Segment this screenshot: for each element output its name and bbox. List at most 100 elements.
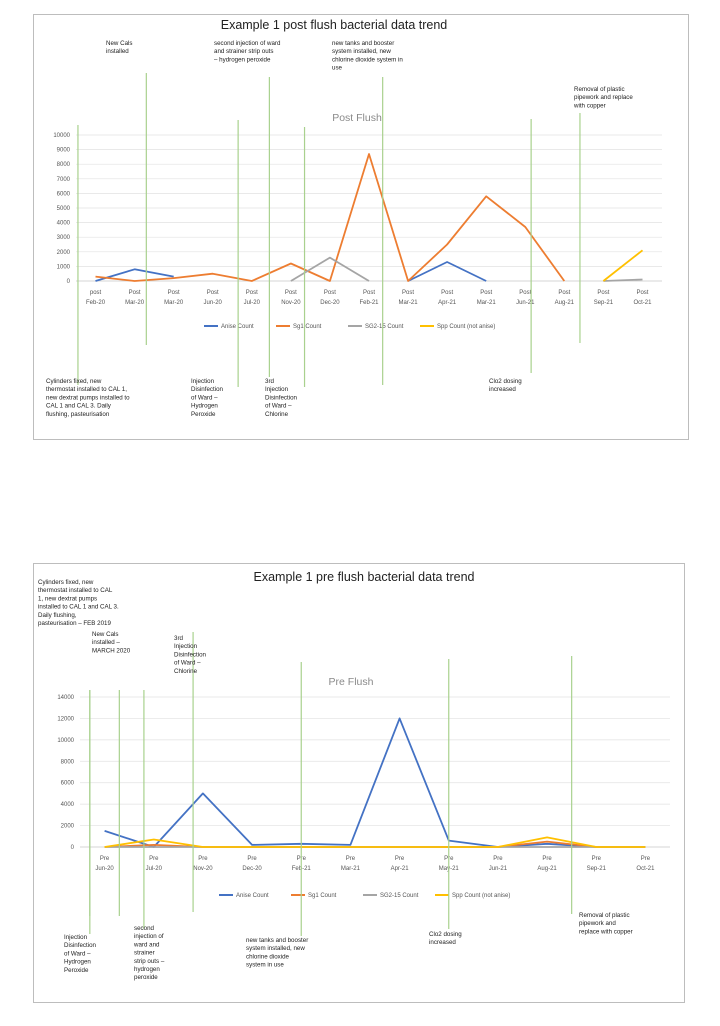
- x-tick-label: Post: [519, 290, 531, 296]
- chart-title: Example 1 pre flush bacterial data trend: [254, 570, 475, 584]
- annotation-text: Injection Disinfection of Ward – Hydrogen Pe…: [191, 378, 224, 418]
- annotation-text: Cylinders fixed, new thermostat installed…: [38, 579, 119, 627]
- annotation-text: new tanks and booster system installed, n…: [332, 40, 403, 72]
- y-tick-label: 9000: [57, 148, 71, 154]
- x-tick-label: Jun-20: [95, 866, 114, 872]
- legend-label: SG2-15 Count: [365, 324, 404, 330]
- x-tick-label: Jun-20: [204, 300, 223, 306]
- series-line-3: [104, 836, 646, 848]
- annotation-text: New Cals installed: [106, 40, 132, 55]
- y-tick-label: 4000: [61, 802, 75, 808]
- x-tick-label: Jun-21: [516, 300, 535, 306]
- x-tick-label: Feb-21: [359, 300, 379, 306]
- y-tick-label: 6000: [61, 781, 75, 787]
- x-tick-label: Dec-20: [242, 866, 262, 872]
- y-tick-label: 12000: [57, 716, 74, 722]
- x-tick-label: Pre: [247, 856, 257, 862]
- x-tick-label: Post: [402, 290, 414, 296]
- y-tick-label: 6000: [57, 191, 71, 197]
- x-tick-label: Sep-21: [587, 866, 607, 872]
- annotation-text: new tanks and booster system installed, n…: [246, 937, 308, 969]
- x-tick-label: Aug-21: [555, 300, 575, 306]
- post-flush-chart-panel: Example 1 post flush bacterial data tren…: [33, 14, 689, 440]
- x-tick-label: Post: [558, 290, 570, 296]
- y-tick-label: 2000: [57, 250, 71, 256]
- x-tick-label: Jun-21: [489, 866, 508, 872]
- chart-title: Example 1 post flush bacterial data tren…: [221, 18, 448, 32]
- x-tick-label: Nov-20: [281, 300, 301, 306]
- annotation-text: New Cals installed – MARCH 2020: [92, 631, 131, 654]
- y-tick-label: 10000: [57, 738, 74, 744]
- x-tick-label: Pre: [346, 856, 356, 862]
- x-tick-label: Post: [129, 290, 141, 296]
- legend-label: Sg1 Count: [293, 324, 322, 330]
- series-line-0: [104, 717, 646, 848]
- series-line-0: [407, 261, 487, 282]
- x-tick-label: Post: [207, 290, 219, 296]
- x-tick-label: Post: [597, 290, 609, 296]
- x-tick-label: Mar-21: [399, 300, 419, 306]
- chart-subtitle: Pre Flush: [329, 676, 374, 688]
- x-tick-label: Mar-21: [477, 300, 497, 306]
- x-tick-label: Pre: [493, 856, 503, 862]
- y-tick-label: 0: [67, 279, 71, 285]
- x-tick-label: Aug-21: [537, 866, 557, 872]
- legend-label: Anise Count: [236, 893, 269, 899]
- x-tick-label: Post: [636, 290, 648, 296]
- y-tick-label: 5000: [57, 206, 71, 212]
- y-tick-label: 8000: [57, 162, 71, 168]
- pre-flush-chart-panel: Example 1 pre flush bacterial data trend…: [33, 563, 685, 1003]
- x-tick-label: Pre: [198, 856, 208, 862]
- x-tick-label: Apr-21: [391, 866, 410, 872]
- annotation-text: Cylinders fixed, new thermostat installed…: [46, 378, 130, 418]
- y-tick-label: 1000: [57, 264, 71, 270]
- annotation-text: Removal of plastic pipework and replace wi…: [573, 86, 633, 109]
- series-line-2: [603, 278, 643, 282]
- annotation-text: Injection Disinfection of Ward – Hydrogen Pe…: [64, 934, 97, 974]
- x-tick-label: Oct-21: [636, 866, 655, 872]
- pre-flush-chart: Example 1 pre flush bacterial data trend…: [38, 570, 670, 981]
- y-tick-label: 2000: [61, 824, 75, 830]
- y-tick-label: 7000: [57, 177, 71, 183]
- x-tick-label: Post: [285, 290, 297, 296]
- x-tick-label: Feb-20: [86, 300, 106, 306]
- x-tick-label: Mar-21: [341, 866, 361, 872]
- x-tick-label: Post: [246, 290, 258, 296]
- legend-label: Sg1 Count: [308, 893, 337, 899]
- series-line-2: [290, 256, 370, 282]
- x-tick-label: Mar-20: [125, 300, 145, 306]
- post-flush-chart: Example 1 post flush bacterial data tren…: [46, 18, 662, 418]
- x-tick-label: Nov-20: [193, 866, 213, 872]
- legend-label: Spp Count (not anise): [437, 324, 495, 330]
- x-tick-label: Pre: [149, 856, 159, 862]
- y-tick-label: 4000: [57, 221, 71, 227]
- y-tick-label: 14000: [57, 695, 74, 701]
- annotation-text: second injection of ward and strainer strip …: [133, 925, 165, 981]
- annotation-text: 3rd Injection Disinfection of Ward – Chlorin…: [265, 378, 298, 418]
- y-tick-label: 3000: [57, 235, 71, 241]
- annotation-text: Removal of plastic pipework and replace wi…: [579, 912, 633, 935]
- y-tick-label: 8000: [61, 759, 75, 765]
- legend-label: Anise Count: [221, 324, 254, 330]
- x-tick-label: Pre: [100, 856, 110, 862]
- series-line-3: [602, 249, 644, 282]
- annotation-text: 3rd Injection Disinfection of Ward – Chlorin…: [174, 635, 207, 675]
- x-tick-label: Pre: [641, 856, 651, 862]
- x-tick-label: Post: [324, 290, 336, 296]
- x-tick-label: Mar-20: [164, 300, 184, 306]
- x-tick-label: Pre: [395, 856, 405, 862]
- legend-label: SG2-15 Count: [380, 893, 419, 899]
- series-line-0: [95, 268, 174, 282]
- chart-subtitle: Post Flush: [332, 112, 382, 124]
- x-tick-label: Oct-21: [633, 300, 652, 306]
- y-tick-label: 10000: [53, 133, 70, 139]
- x-tick-label: Post: [441, 290, 453, 296]
- x-tick-label: Dec-20: [320, 300, 340, 306]
- x-tick-label: Sep-21: [594, 300, 614, 306]
- annotation-text: second injection of ward and strainer str…: [214, 40, 281, 63]
- x-tick-label: Apr-21: [438, 300, 457, 306]
- y-tick-label: 0: [71, 845, 75, 851]
- legend-label: Spp Count (not anise): [452, 893, 510, 899]
- x-tick-label: Post: [168, 290, 180, 296]
- annotation-text: Clo2 dosing increased: [429, 931, 462, 946]
